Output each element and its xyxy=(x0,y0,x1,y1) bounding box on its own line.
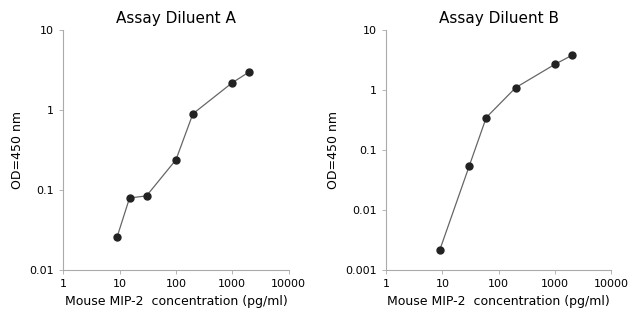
X-axis label: Mouse MIP-2  concentration (pg/ml): Mouse MIP-2 concentration (pg/ml) xyxy=(65,295,287,308)
Title: Assay Diluent B: Assay Diluent B xyxy=(439,11,559,26)
X-axis label: Mouse MIP-2  concentration (pg/ml): Mouse MIP-2 concentration (pg/ml) xyxy=(387,295,610,308)
Y-axis label: OD=450 nm: OD=450 nm xyxy=(11,111,24,189)
Y-axis label: OD=450 nm: OD=450 nm xyxy=(327,111,340,189)
Title: Assay Diluent A: Assay Diluent A xyxy=(116,11,236,26)
